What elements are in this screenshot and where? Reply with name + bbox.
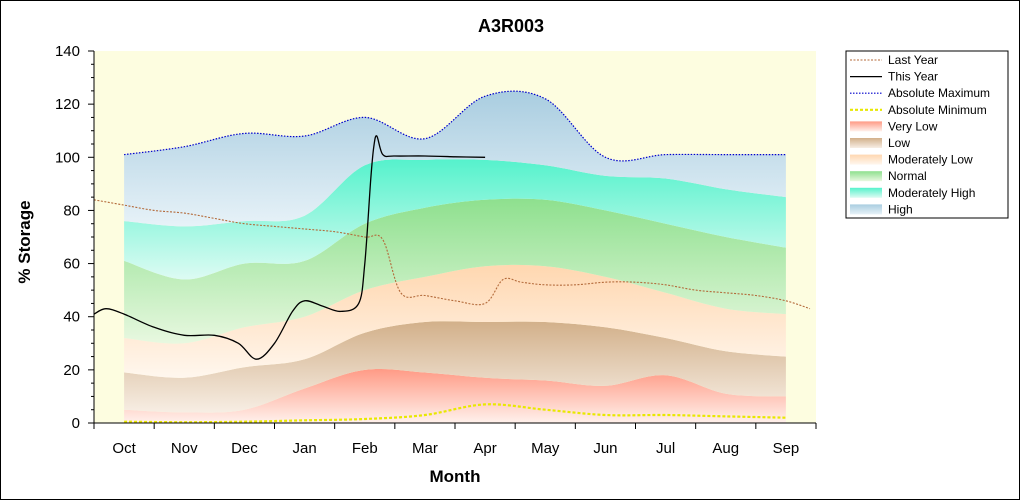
absolute-maximum-line <box>124 90 786 162</box>
x-tick-label: Jun <box>593 440 617 457</box>
y-axis-title: % Storage <box>15 200 34 283</box>
x-axis-title: Month <box>430 467 481 486</box>
band-low <box>124 321 786 413</box>
x-tick-label: Feb <box>352 440 378 457</box>
band-high <box>124 91 786 227</box>
legend-label-moderately-low: Moderately Low <box>888 153 973 167</box>
legend-label-absolute-minimum: Absolute Minimum <box>888 103 987 117</box>
x-tick-label: Apr <box>473 440 496 457</box>
x-tick-label: Jan <box>292 440 316 457</box>
legend-swatch-moderately-high <box>850 187 882 198</box>
legend-label-last-year: Last Year <box>888 53 938 67</box>
band-very-low <box>124 368 786 423</box>
legend-swatch-very-low <box>850 121 882 132</box>
legend-label-very-low: Very Low <box>888 119 938 133</box>
x-tick-label: May <box>531 440 560 457</box>
legend-swatch-normal <box>850 171 882 182</box>
legend-label-moderately-high: Moderately High <box>888 186 975 200</box>
legend-label-normal: Normal <box>888 169 927 183</box>
y-tick-label: 140 <box>55 43 80 60</box>
legend-label-low: Low <box>888 136 910 150</box>
y-tick-label: 120 <box>55 96 80 113</box>
x-tick-label: Nov <box>171 440 198 457</box>
x-tick-label: Jul <box>656 440 675 457</box>
x-tick-label: Dec <box>231 440 258 457</box>
band-moderately-low <box>124 264 786 378</box>
legend-swatch-high <box>850 204 882 215</box>
this-year-line <box>93 135 486 360</box>
legend-label-absolute-maximum: Absolute Maximum <box>888 86 990 100</box>
y-tick-label: 100 <box>55 149 80 166</box>
x-tick-label: Oct <box>112 440 136 457</box>
y-tick-label: 60 <box>63 256 80 273</box>
y-tick-label: 40 <box>63 309 80 326</box>
band-normal <box>124 198 786 344</box>
x-tick-label: Sep <box>773 440 800 457</box>
y-tick-label: 80 <box>63 202 80 219</box>
legend-swatch-moderately-low <box>850 154 882 165</box>
y-tick-label: 0 <box>72 415 80 432</box>
plot-area: 0 20 40 60 80 100 120 140 Oct Nov Dec Jan Feb Mar Apr M… <box>55 43 817 457</box>
legend-label-this-year: This Year <box>888 70 938 84</box>
chart-title: A3R003 <box>478 16 544 36</box>
y-tick-label: 20 <box>63 362 80 379</box>
x-tick-label: Mar <box>412 440 438 457</box>
legend-label-high: High <box>888 202 913 216</box>
last-year-line <box>93 199 811 310</box>
x-tick-label: Aug <box>712 440 739 457</box>
band-moderately-high <box>124 159 786 280</box>
legend: Last Year This Year Absolute Maximum Absolu… <box>845 50 1009 219</box>
legend-swatch-low <box>850 138 882 148</box>
absolute-minimum-line <box>124 403 786 424</box>
